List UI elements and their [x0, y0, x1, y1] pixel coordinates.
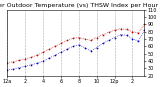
Title: Milwaukee Weather Outdoor Temperature (vs) THSW Index per Hour (Last 24 Hours): Milwaukee Weather Outdoor Temperature (v… [0, 3, 160, 8]
